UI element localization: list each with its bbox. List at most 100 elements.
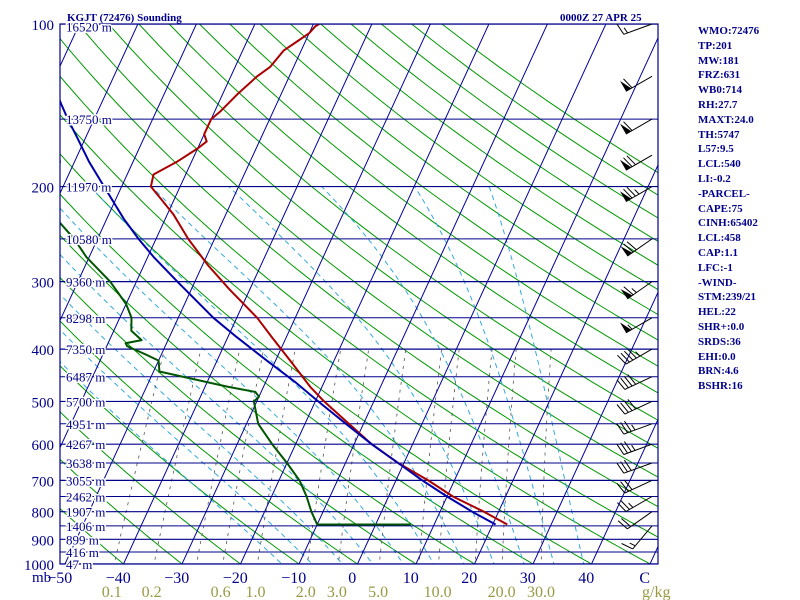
sounding-index-item: STM:239/21 [698,291,757,304]
height-label: 8298 m [66,311,105,326]
height-label: 5700 m [66,394,105,409]
wind-barb [620,281,653,300]
wind-barb [620,317,653,334]
sounding-index-item: MW:181 [698,54,739,67]
pressure-tick-label: 500 [32,395,55,411]
dry-adiabat [199,24,658,367]
sounding-index-item: RH:27.7 [698,98,738,111]
mixing-ratio-label: 0.1 [102,584,122,600]
wind-barb [620,186,653,203]
isotherm [298,24,548,564]
moist-adiabat [321,186,525,564]
dry-adiabat [259,24,658,316]
temperature-tick-label: −10 [281,570,306,587]
temperature-tick-label: 10 [403,570,419,587]
chart-series [60,24,508,526]
wind-barb [616,374,653,390]
wind-barb [620,118,653,135]
isotherm [181,24,431,564]
mixing-ratio-label: 2.0 [296,584,316,600]
wind-barb [617,348,653,365]
mixing-unit-label: g/kg [642,584,670,600]
isotherm [0,12,26,575]
sounding-index-item: LCL:540 [698,158,741,171]
y-axis-unit-label: mb [32,570,51,586]
parcel-profile [60,98,497,526]
pressure-tick-label: 600 [32,438,55,454]
wind-barb [616,23,653,35]
isotherm [415,36,658,564]
mixing-ratio-label: 30.0 [527,584,555,600]
mixing-ratio-line [256,349,296,564]
temperature-tick-label: −30 [164,570,189,587]
height-label: 9360 m [66,275,105,290]
moist-adiabat [151,186,465,564]
dry-adiabat [60,276,417,564]
height-label: 16520 m [66,19,112,34]
mixing-ratio-line [196,349,241,564]
temperature-tick-label: 0 [348,570,356,587]
temperature-tick-label: −50 [47,570,72,587]
sounding-index-item: WB0:714 [698,84,742,97]
sounding-index-item: -WIND- [698,276,737,289]
dry-adiabat [229,24,658,341]
wind-barb [616,459,653,474]
sounding-index-item: SHR+:0.0 [698,320,745,333]
pressure-tick-label: 900 [32,533,55,549]
moist-adiabat [60,253,374,564]
moist-adiabat [228,186,495,564]
mixing-ratio-line [501,349,517,564]
pressure-tick-label: 200 [32,181,55,197]
pressure-tick-label: 400 [32,343,55,359]
sounding-indices: WMO:72476 TP:201 MW:181 FRZ:631 WB0:714 RH:27… [698,24,798,394]
chart-grid [0,12,658,575]
wind-barb [616,479,653,494]
mixing-ratio-line [153,349,202,564]
height-label: 1907 m [66,505,105,520]
dewpoint-profile [60,157,411,526]
sounding-index-item: FRZ:631 [698,69,741,82]
moist-adiabat [60,207,404,564]
isotherm [60,24,256,449]
sounding-index-item: EHI:0.0 [698,350,736,363]
dry-adiabat [60,113,652,564]
height-label: 11970 m [66,180,111,195]
wind-barbs [616,23,653,550]
pressure-tick-label: 100 [32,18,55,34]
mixing-ratio-label: 0.2 [142,584,162,600]
temperature-tick-label: −20 [223,570,248,587]
isotherm [590,418,658,564]
mixing-ratio-label: 5.0 [368,584,388,600]
wind-barb [617,496,653,512]
dry-adiabat [60,458,183,564]
height-label: 3055 m [66,473,105,488]
height-label: 6487 m [66,370,105,385]
chart-frame [59,23,659,565]
wind-barb [617,511,653,530]
pressure-tick-label: 800 [32,506,55,522]
dry-adiabat [60,75,658,538]
wind-barb [620,238,653,257]
temperature-tick-label: 20 [461,570,477,587]
dry-adiabat [60,411,242,564]
height-label: 416 m [66,545,99,560]
height-label: 13750 m [66,112,112,127]
isotherm [356,24,607,564]
plot-border [59,23,659,565]
temperature-tick-label: −40 [106,570,131,587]
isotherm [60,24,139,195]
sounding-index-item: L57:9.5 [698,143,734,156]
isotherm [60,24,197,322]
sounding-index-item: CAP:1.1 [698,246,739,259]
sounding-index-item: -PARCEL- [698,187,750,200]
moist-adiabat [488,186,585,564]
pressure-tick-label: 700 [32,474,55,490]
moist-adiabat [60,360,283,564]
height-label: 3638 m [66,456,105,471]
mixing-ratio-line [306,349,342,564]
mixing-ratio-label: 0.6 [211,584,231,600]
dry-adiabat [60,507,125,564]
sounding-index-item: CINH:65402 [698,217,758,230]
sounding-index-item: BSHR:16 [698,380,743,393]
